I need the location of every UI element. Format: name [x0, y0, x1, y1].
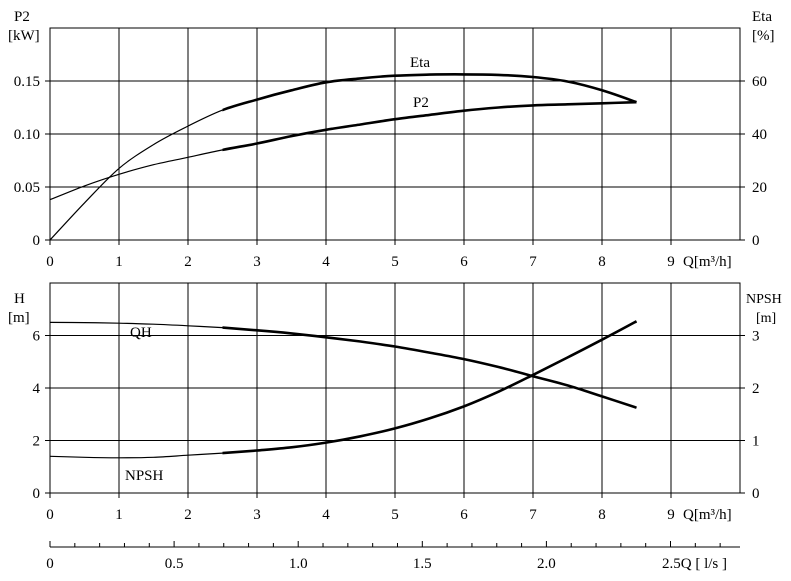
- bottom-right-axis-unit: [m]: [756, 311, 776, 326]
- series-line-npsh-operating: [222, 320, 638, 455]
- bottom-chart: 0 1 2 3 4 5 6 7 8 9 0 2 4 6 0 1 2 3 H [m] NPSH [m] Q[m³/h…: [8, 282, 782, 572]
- top-x-tick-label: 9: [667, 254, 675, 270]
- top-x-tick-label: 4: [322, 254, 330, 270]
- top-x-tick-label: 5: [391, 254, 399, 270]
- top-left-tick-label: 0.10: [14, 127, 40, 143]
- series-label-npsh: NPSH: [125, 468, 164, 484]
- bottom-chart-series: [49, 320, 638, 459]
- bottom-right-tick-label: 2: [752, 381, 760, 397]
- bottom-x-tick-label: 9: [667, 507, 675, 523]
- top-right-tick-label: 60: [752, 74, 767, 90]
- top-left-tick-label: 0.05: [14, 180, 40, 196]
- top-chart-grid: [50, 28, 740, 240]
- series-line-p2-operating: [222, 100, 637, 152]
- top-left-tick-label: 0: [33, 233, 41, 249]
- bottom-left-tick-label: 2: [33, 434, 41, 450]
- bottom-x-axis-label: Q[m³/h]: [683, 507, 732, 523]
- series-label-p2: P2: [413, 95, 429, 111]
- top-right-tick-label: 0: [752, 233, 760, 249]
- bottom-x-tick-label: 0: [46, 507, 54, 523]
- top-x-tick-label: 2: [184, 254, 192, 270]
- top-x-tick-label: 6: [460, 254, 468, 270]
- bottom-x-tick-label: 7: [529, 507, 537, 523]
- bottom-x-tick-label: 6: [460, 507, 468, 523]
- top-left-axis-title: P2: [14, 9, 30, 25]
- series-label-qh: QH: [130, 325, 152, 341]
- bottom-x-tick-label: 4: [322, 507, 330, 523]
- lps-axis-label: 2.5Q [ l/s ]: [662, 556, 727, 572]
- bottom-x-tick-label: 1: [115, 507, 123, 523]
- top-x-tick-label: 8: [598, 254, 606, 270]
- lps-tick-label: 1.0: [289, 556, 308, 572]
- bottom-right-axis-title: NPSH: [746, 292, 782, 307]
- top-chart-ticks: 0 1 2 3 4 5 6 7 8 9 0 0.05 0.10 0.15 0 20 40 60: [14, 74, 767, 270]
- bottom-right-tick-label: 0: [752, 486, 760, 502]
- top-right-axis-title: Eta: [752, 9, 772, 25]
- lps-tick-label: 0.5: [165, 556, 184, 572]
- top-x-tick-label: 3: [253, 254, 261, 270]
- series-line-p2: [49, 101, 637, 201]
- series-label-eta: Eta: [410, 55, 430, 71]
- bottom-chart-ticks: 0 1 2 3 4 5 6 7 8 9 0 2 4 6 0 1 2 3: [33, 329, 760, 524]
- bottom-left-tick-label: 0: [33, 486, 41, 502]
- series-line-eta-operating: [222, 73, 637, 112]
- lps-tick-label: 1.5: [413, 556, 432, 572]
- bottom-x-tick-label: 8: [598, 507, 606, 523]
- bottom-chart-grid: [50, 283, 740, 493]
- top-right-tick-label: 40: [752, 127, 767, 143]
- top-left-tick-label: 0.15: [14, 74, 40, 90]
- bottom-x-tick-label: 3: [253, 507, 261, 523]
- bottom-left-tick-label: 4: [33, 381, 41, 397]
- bottom-right-tick-label: 3: [752, 329, 760, 345]
- series-line-eta: [49, 73, 637, 241]
- bottom-left-axis-title: H: [14, 291, 25, 307]
- series-line-npsh: [49, 320, 637, 459]
- top-x-axis-label: Q[m³/h]: [683, 254, 732, 270]
- lps-tick-label: 0: [46, 556, 54, 572]
- top-x-tick-label: 1: [115, 254, 123, 270]
- top-chart: 0 1 2 3 4 5 6 7 8 9 0 0.05 0.10 0.15 0 20 40 60 P2 [kW] E…: [8, 9, 775, 270]
- top-left-axis-unit: [kW]: [8, 28, 40, 44]
- top-x-tick-label: 7: [529, 254, 537, 270]
- top-x-tick-label: 0: [46, 254, 54, 270]
- bottom-left-tick-label: 6: [33, 329, 41, 345]
- bottom-x-tick-label: 2: [184, 507, 192, 523]
- top-chart-series: [49, 73, 637, 241]
- top-right-tick-label: 20: [752, 180, 767, 196]
- lps-axis-ticks: 0 0.5 1.0 1.5 2.0: [46, 541, 721, 572]
- lps-tick-label: 2.0: [537, 556, 556, 572]
- top-right-axis-unit: [%]: [752, 28, 775, 44]
- bottom-x-tick-label: 5: [391, 507, 399, 523]
- bottom-right-tick-label: 1: [752, 434, 760, 450]
- series-line-qh-operating: [222, 326, 637, 409]
- bottom-left-axis-unit: [m]: [8, 310, 30, 326]
